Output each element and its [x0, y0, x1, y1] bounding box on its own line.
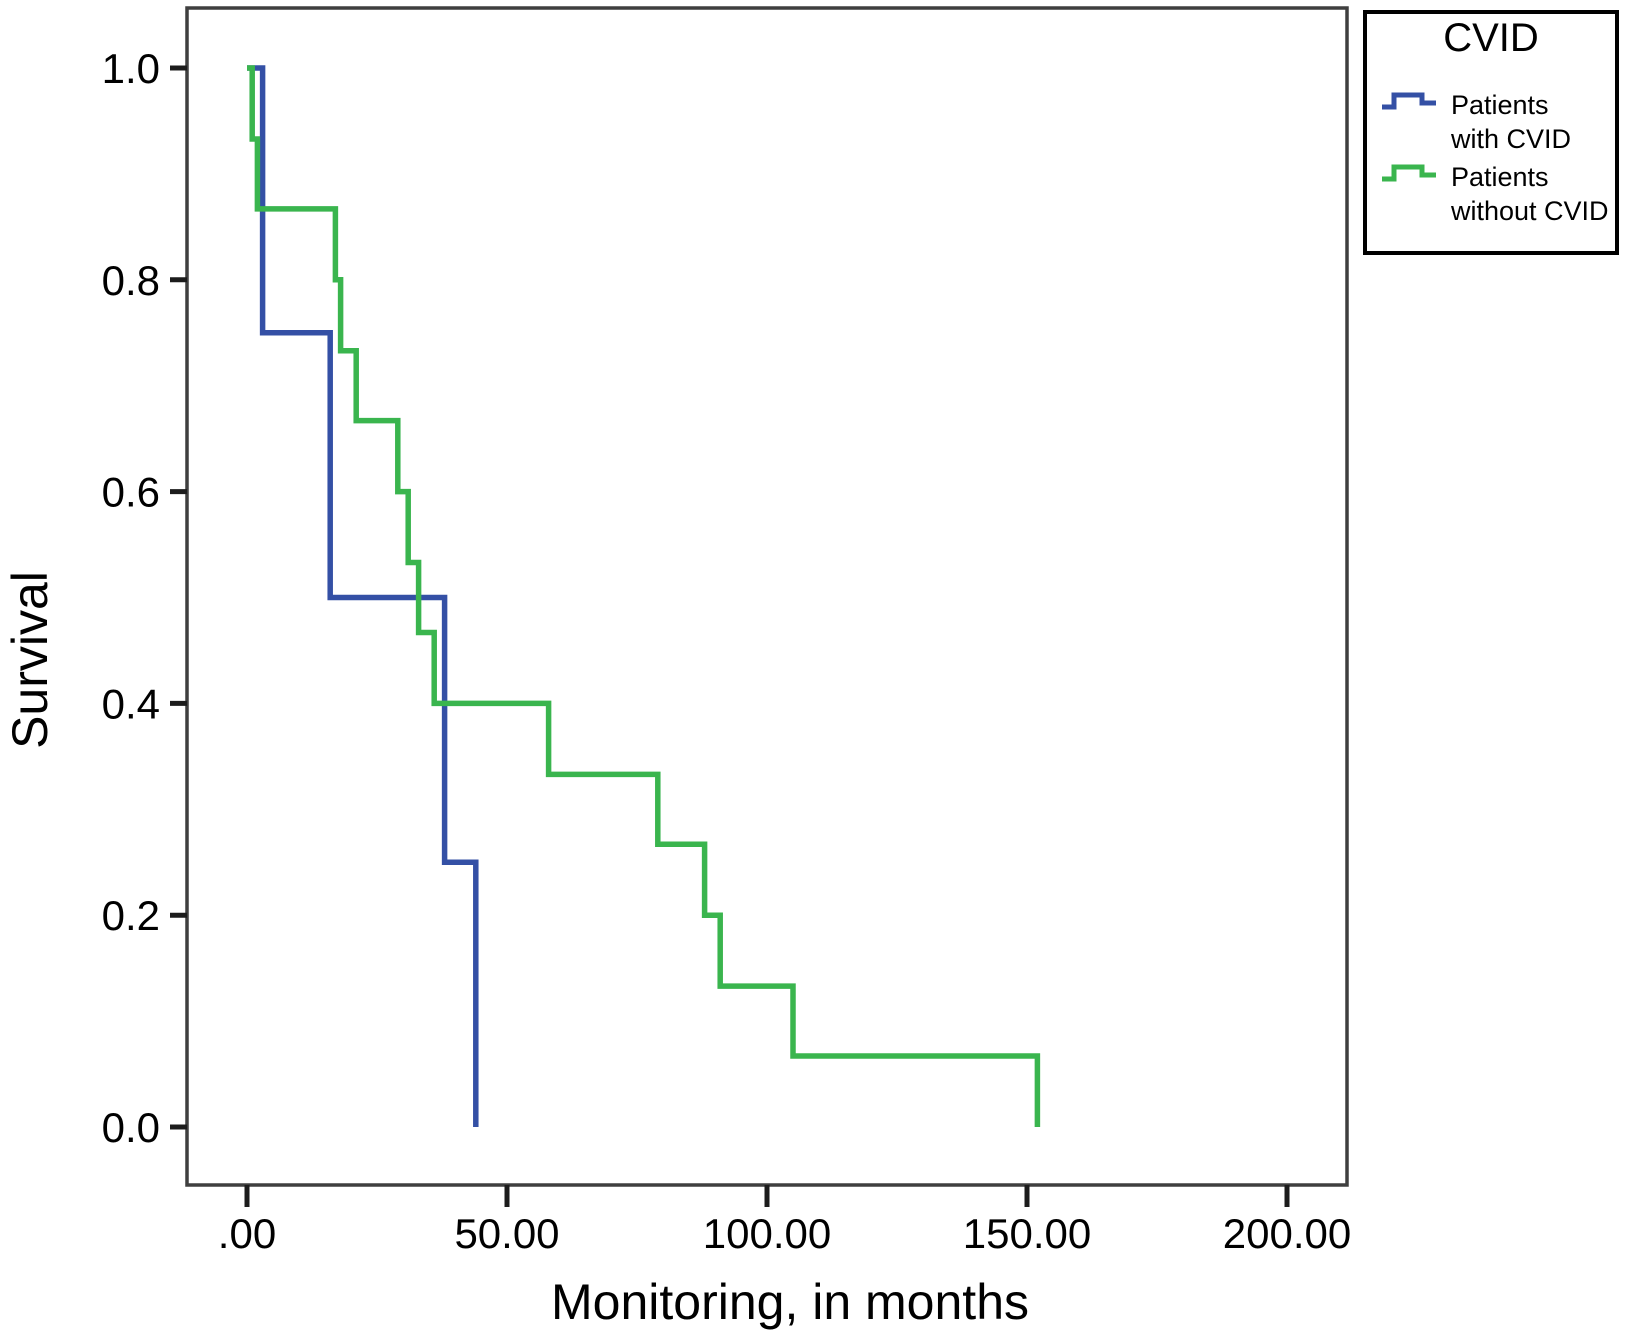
y-tick-label: 0.6 — [102, 469, 160, 516]
y-tick-label: 1.0 — [102, 45, 160, 92]
series-line-patients-with-cvid — [247, 65, 479, 1127]
legend-title: CVID — [1443, 16, 1539, 60]
x-axis-title: Monitoring, in months — [550, 1274, 1030, 1330]
step-line-icon — [1382, 164, 1436, 182]
x-tick-label: 50.00 — [454, 1210, 559, 1257]
y-tick-label: 0.4 — [102, 680, 160, 727]
x-tick-label: 150.00 — [963, 1210, 1091, 1257]
y-tick-label: 0.8 — [102, 257, 160, 304]
legend-box: CVID Patients with CVID Patients without… — [1363, 10, 1619, 255]
step-line-icon — [1382, 92, 1436, 110]
y-tick-label: 0.0 — [102, 1104, 160, 1151]
x-tick-label: 100.00 — [703, 1210, 831, 1257]
legend-label-without-cvid: Patients without CVID — [1451, 160, 1609, 228]
legend-label-line: Patients — [1451, 162, 1549, 192]
legend-label-line: Patients — [1451, 90, 1549, 120]
legend-entry-patients-with-cvid: Patients with CVID — [1381, 88, 1571, 156]
x-tick-label: 200.00 — [1223, 1210, 1351, 1257]
step-line-glyph-with-cvid — [1382, 92, 1436, 110]
legend-entry-patients-without-cvid: Patients without CVID — [1381, 160, 1609, 228]
step-line-glyph-without-cvid — [1382, 164, 1436, 182]
legend-label-line: with CVID — [1451, 124, 1572, 154]
y-tick-label: 0.2 — [102, 892, 160, 939]
legend-label-line: without CVID — [1451, 196, 1609, 226]
x-tick-label: .00 — [218, 1210, 276, 1257]
legend-label-with-cvid: Patients with CVID — [1451, 88, 1571, 156]
series-line-patients-without-cvid — [247, 65, 1041, 1127]
y-axis-title: Survival — [2, 571, 58, 749]
